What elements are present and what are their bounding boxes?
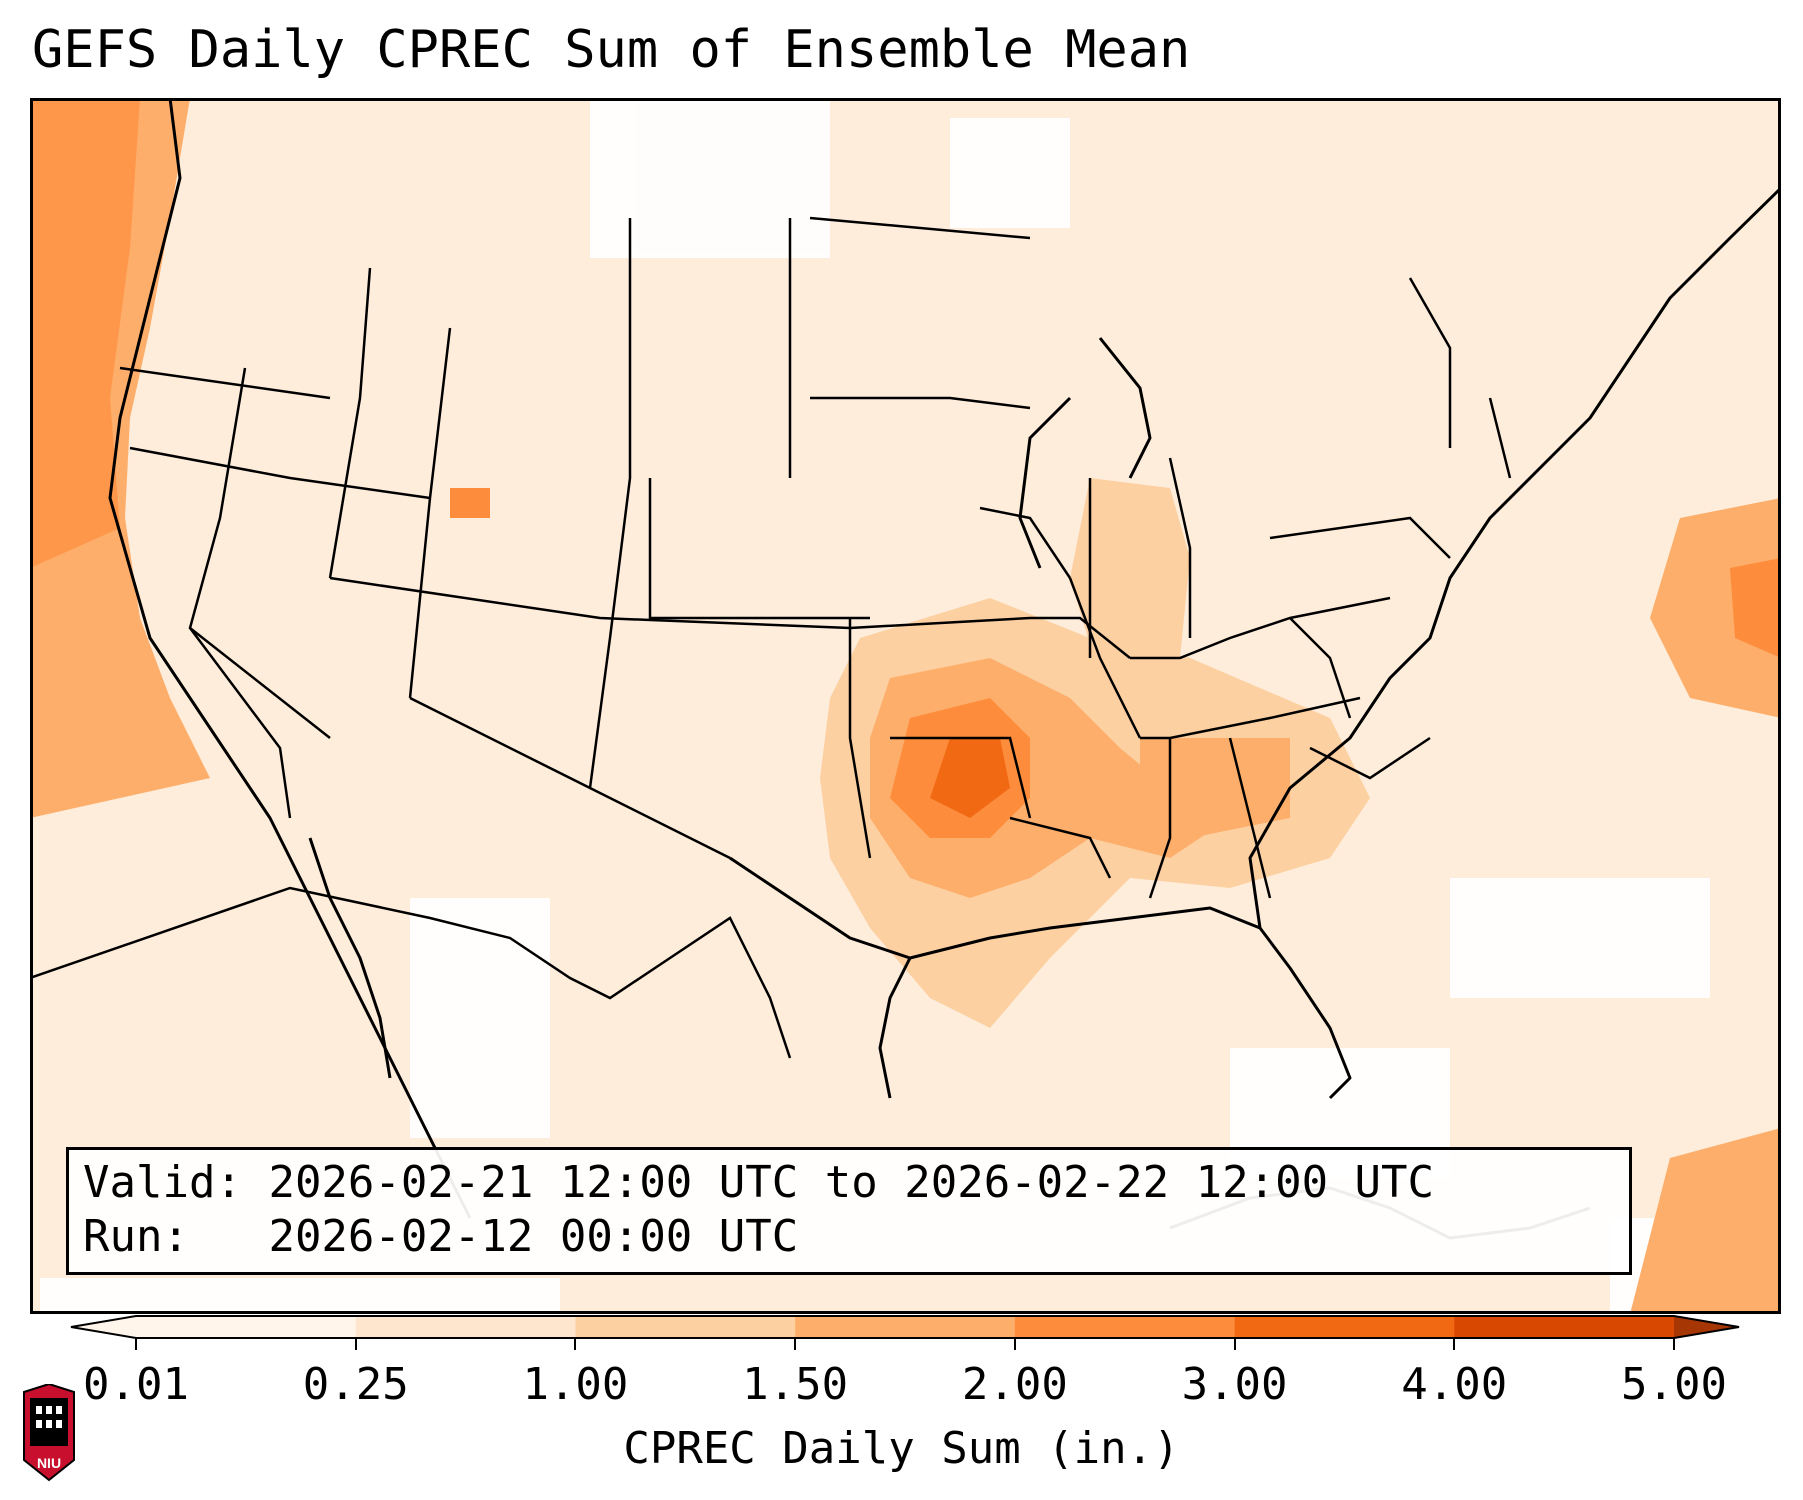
colorbar	[70, 1315, 1740, 1339]
colorbar-segment	[795, 1316, 1016, 1338]
map-canvas	[30, 98, 1781, 1314]
colorbar-tick-label: 4.00	[1401, 1359, 1508, 1410]
colorbar-segment	[575, 1316, 796, 1338]
validity-info-box: Valid: 2026-02-21 12:00 UTC to 2026-02-2…	[66, 1147, 1632, 1275]
colorbar-label: CPREC Daily Sum (in.)	[623, 1423, 1180, 1474]
map-title: GEFS Daily CPREC Sum of Ensemble Mean	[32, 20, 1191, 80]
run-label: Run:	[83, 1211, 189, 1262]
colorbar-tick-mark	[135, 1338, 137, 1350]
colorbar-tick-label: 3.00	[1181, 1359, 1288, 1410]
colorbar-tick-label: 0.25	[302, 1359, 409, 1410]
coastlines	[108, 98, 1781, 1240]
colorbar-tick-mark	[1673, 1338, 1675, 1350]
colorbar-segment	[136, 1316, 357, 1338]
colorbar-tick-mark	[574, 1338, 577, 1350]
colorbar-tick-mark	[1233, 1338, 1236, 1350]
precip-map	[30, 98, 1781, 1314]
colorbar-tick-mark	[1453, 1338, 1456, 1350]
colorbar-tick-mark	[354, 1338, 357, 1350]
colorbar-segment	[1014, 1316, 1236, 1338]
colorbar-tick-label: 2.00	[961, 1359, 1068, 1410]
valid-label: Valid:	[83, 1157, 242, 1208]
logo-text: NIU	[37, 1455, 61, 1471]
central-band-peak	[930, 738, 1010, 818]
atlantic-band-core	[1730, 558, 1781, 658]
valid-value: 2026-02-21 12:00 UTC to 2026-02-22 12:00…	[268, 1157, 1435, 1208]
colorbar-extend-max	[1674, 1316, 1739, 1338]
atlantic-band	[1650, 498, 1781, 718]
pacific-band-core	[30, 98, 140, 568]
state-borders	[119, 216, 1512, 899]
mexico-border	[30, 886, 792, 1059]
run-value: 2026-02-12 00:00 UTC	[268, 1211, 799, 1262]
colorbar-tick-label: 5.00	[1621, 1359, 1727, 1410]
utah-spot	[450, 488, 490, 518]
southeast-band	[1140, 738, 1290, 838]
colorbar-tick-mark	[1013, 1338, 1016, 1350]
colorbar-tick-label: 1.50	[742, 1359, 849, 1410]
colorbar-tick-label: 1.00	[522, 1359, 629, 1410]
colorbar-segment	[1454, 1316, 1675, 1338]
colorbar-segment	[1234, 1316, 1455, 1338]
map-border	[30, 98, 1781, 1314]
colorbar-extend-min	[71, 1316, 136, 1338]
niu-logo: NIU	[23, 1384, 75, 1482]
colorbar-tick-label: 0.01	[83, 1359, 189, 1410]
colorbar-segment	[355, 1316, 576, 1338]
colorbar-tick-mark	[794, 1338, 797, 1350]
caribbean-band	[1630, 1128, 1781, 1314]
